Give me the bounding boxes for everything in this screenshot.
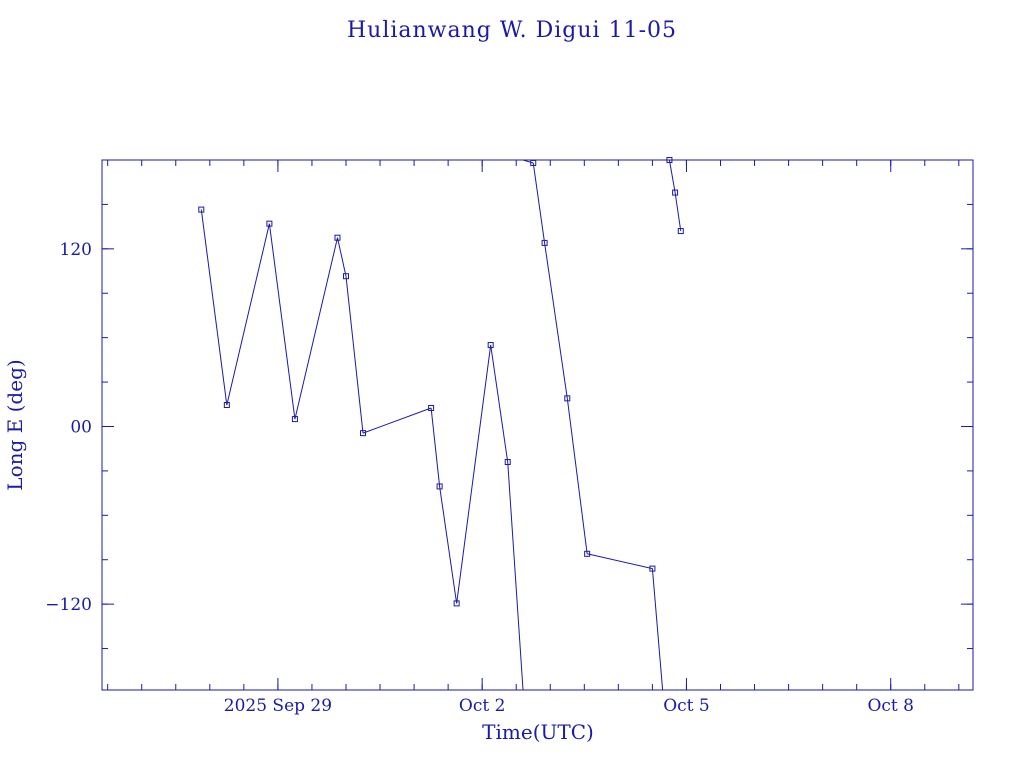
chart-title: Hulianwang W. Digui 11-05 <box>347 18 677 43</box>
series-segment <box>345 276 364 434</box>
x-axis-label: Time(UTC) <box>482 720 594 744</box>
data-point <box>291 416 298 423</box>
data-point <box>198 206 205 213</box>
data-point <box>541 239 548 246</box>
series-segment <box>294 237 338 420</box>
series-segment <box>532 162 546 243</box>
series-segment <box>336 237 347 277</box>
x-tick-label: Oct 5 <box>663 696 710 716</box>
y-tick-label: −120 <box>45 595 92 615</box>
series-segment <box>226 223 270 406</box>
series-segment <box>587 553 653 570</box>
x-tick-label: 2025 Sep 29 <box>224 696 332 716</box>
data-point <box>672 189 679 196</box>
series-points <box>198 157 684 607</box>
series-segment <box>439 486 458 604</box>
x-tick-labels: 2025 Sep 29 Oct 2 Oct 5 Oct 8 <box>224 696 914 716</box>
plot-area <box>101 157 974 691</box>
data-point <box>504 459 511 466</box>
data-point <box>342 273 349 280</box>
series-segment <box>544 242 568 399</box>
series-segment <box>507 461 524 690</box>
series-segment <box>651 568 664 690</box>
data-point <box>677 228 684 235</box>
plot-frame <box>101 159 974 691</box>
y-tick-labels: 120 00 −120 <box>45 240 92 615</box>
data-point <box>453 600 460 607</box>
y-tick-label: 00 <box>70 417 92 437</box>
x-tick-label: Oct 2 <box>459 696 506 716</box>
series-segment <box>430 407 441 487</box>
data-point <box>487 342 494 349</box>
y-axis-label: Long E (deg) <box>3 359 27 490</box>
series-segment <box>200 209 228 406</box>
series-segment <box>456 344 492 604</box>
data-point <box>360 430 367 437</box>
series-lines <box>200 160 682 690</box>
data-point <box>584 550 591 557</box>
data-point <box>223 402 230 409</box>
data-point <box>666 157 673 163</box>
series-segment <box>522 160 534 164</box>
data-point <box>334 234 341 241</box>
series-segment <box>566 398 588 554</box>
data-point <box>266 220 273 227</box>
series-segment <box>674 192 682 232</box>
series-segment <box>362 407 432 434</box>
series-segment <box>490 344 509 463</box>
y-tick-label: 120 <box>60 240 92 260</box>
data-point <box>428 404 435 411</box>
series-segment <box>668 160 676 193</box>
x-tick-label: Oct 8 <box>867 696 914 716</box>
tick-marks <box>102 160 973 690</box>
data-point <box>530 159 537 166</box>
series-segment <box>268 223 296 420</box>
data-point <box>564 395 571 402</box>
data-point <box>649 565 656 572</box>
data-point <box>436 483 443 490</box>
